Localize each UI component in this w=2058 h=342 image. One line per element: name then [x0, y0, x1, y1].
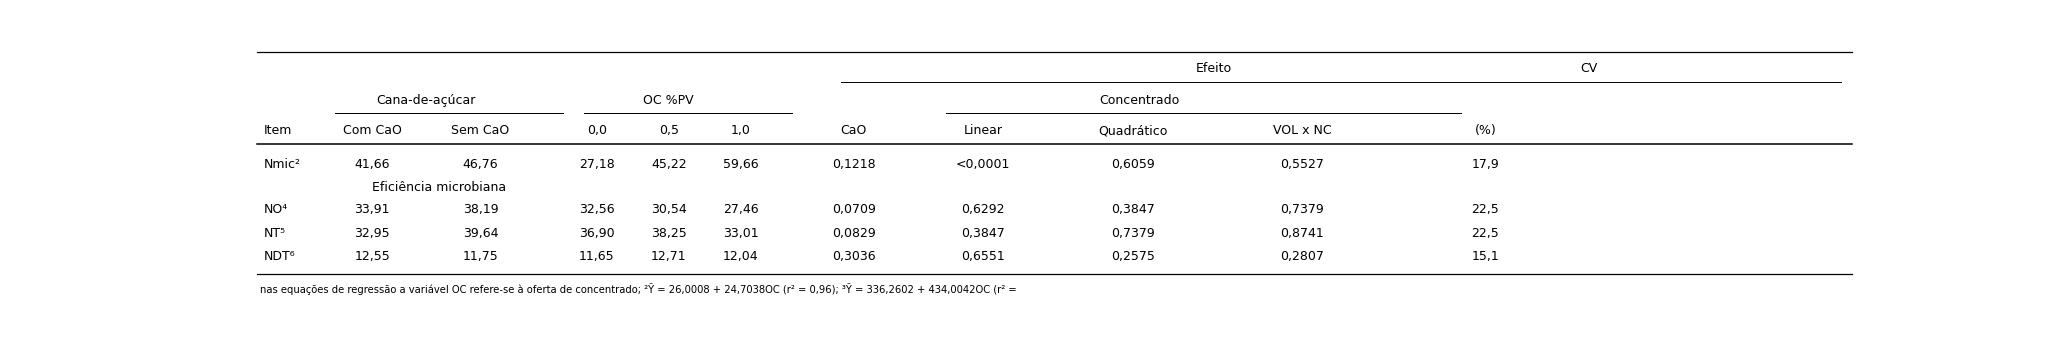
- Text: NT⁵: NT⁵: [263, 227, 286, 240]
- Text: 12,71: 12,71: [650, 250, 687, 263]
- Text: 0,7379: 0,7379: [1280, 203, 1323, 216]
- Text: 1,0: 1,0: [731, 124, 751, 137]
- Text: NDT⁶: NDT⁶: [263, 250, 294, 263]
- Text: Cana-de-açúcar: Cana-de-açúcar: [377, 94, 475, 107]
- Text: 32,56: 32,56: [578, 203, 615, 216]
- Text: Concentrado: Concentrado: [1099, 94, 1179, 107]
- Text: nas equações de regressão a variável OC refere-se à oferta de concentrado; ²Ỹ = : nas equações de regressão a variável OC …: [261, 282, 1017, 294]
- Text: 0,5: 0,5: [659, 124, 679, 137]
- Text: OC %PV: OC %PV: [644, 94, 694, 107]
- Text: 59,66: 59,66: [722, 158, 757, 171]
- Text: 15,1: 15,1: [1471, 250, 1498, 263]
- Text: 12,04: 12,04: [722, 250, 757, 263]
- Text: Efeito: Efeito: [1196, 62, 1233, 75]
- Text: CaO: CaO: [840, 124, 866, 137]
- Text: CV: CV: [1581, 62, 1597, 75]
- Text: Eficiência microbiana: Eficiência microbiana: [372, 181, 506, 194]
- Text: 41,66: 41,66: [354, 158, 389, 171]
- Text: (%): (%): [1474, 124, 1496, 137]
- Text: VOL x NC: VOL x NC: [1272, 124, 1332, 137]
- Text: 38,19: 38,19: [463, 203, 498, 216]
- Text: 11,75: 11,75: [463, 250, 498, 263]
- Text: 38,25: 38,25: [650, 227, 687, 240]
- Text: 0,6059: 0,6059: [1111, 158, 1155, 171]
- Text: Sem CaO: Sem CaO: [451, 124, 510, 137]
- Text: 27,18: 27,18: [578, 158, 615, 171]
- Text: 0,1218: 0,1218: [831, 158, 875, 171]
- Text: 22,5: 22,5: [1471, 227, 1498, 240]
- Text: Linear: Linear: [963, 124, 1002, 137]
- Text: 0,3847: 0,3847: [1111, 203, 1155, 216]
- Text: 0,2575: 0,2575: [1111, 250, 1155, 263]
- Text: 33,01: 33,01: [722, 227, 757, 240]
- Text: <0,0001: <0,0001: [955, 158, 1010, 171]
- Text: Quadrático: Quadrático: [1099, 124, 1167, 137]
- Text: 0,3036: 0,3036: [831, 250, 875, 263]
- Text: 0,6551: 0,6551: [961, 250, 1004, 263]
- Text: Com CaO: Com CaO: [342, 124, 401, 137]
- Text: 0,0709: 0,0709: [831, 203, 877, 216]
- Text: 0,5527: 0,5527: [1280, 158, 1323, 171]
- Text: Nmic²: Nmic²: [263, 158, 300, 171]
- Text: 0,6292: 0,6292: [961, 203, 1004, 216]
- Text: 0,7379: 0,7379: [1111, 227, 1155, 240]
- Text: 17,9: 17,9: [1471, 158, 1498, 171]
- Text: 46,76: 46,76: [463, 158, 498, 171]
- Text: 32,95: 32,95: [354, 227, 389, 240]
- Text: 0,0: 0,0: [587, 124, 607, 137]
- Text: 0,3847: 0,3847: [961, 227, 1004, 240]
- Text: 45,22: 45,22: [650, 158, 687, 171]
- Text: 12,55: 12,55: [354, 250, 389, 263]
- Text: 22,5: 22,5: [1471, 203, 1498, 216]
- Text: 33,91: 33,91: [354, 203, 389, 216]
- Text: 0,0829: 0,0829: [831, 227, 875, 240]
- Text: NO⁴: NO⁴: [263, 203, 288, 216]
- Text: 0,8741: 0,8741: [1280, 227, 1323, 240]
- Text: 36,90: 36,90: [578, 227, 615, 240]
- Text: 27,46: 27,46: [722, 203, 757, 216]
- Text: 11,65: 11,65: [578, 250, 615, 263]
- Text: 30,54: 30,54: [650, 203, 687, 216]
- Text: Item: Item: [263, 124, 292, 137]
- Text: 39,64: 39,64: [463, 227, 498, 240]
- Text: 0,2807: 0,2807: [1280, 250, 1323, 263]
